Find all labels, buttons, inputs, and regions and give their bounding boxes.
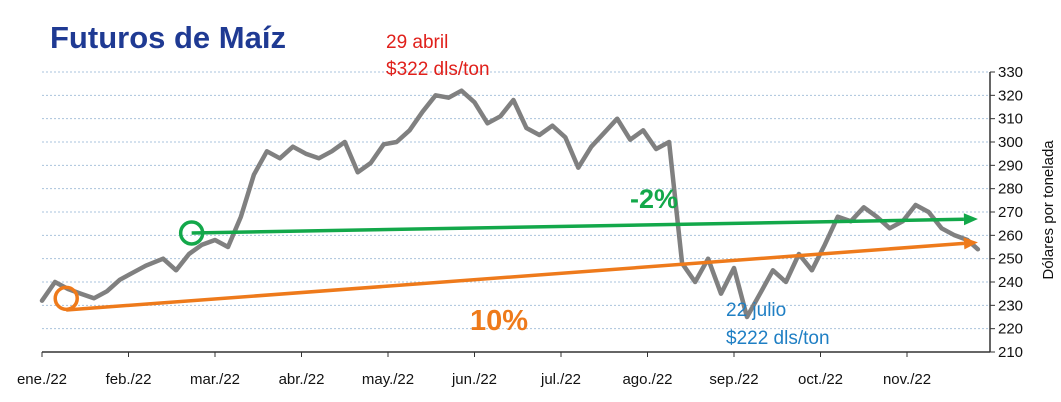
y-tick-label-240: 240 xyxy=(998,274,1023,291)
annotation-green-pct: -2% xyxy=(630,184,678,214)
x-tick-label-9: oct./22 xyxy=(798,371,843,388)
y-tick-label-320: 320 xyxy=(998,87,1023,104)
annotation-high-date: 29 abril xyxy=(386,32,448,53)
y-tick-label-210: 210 xyxy=(998,344,1023,361)
x-tick-label-2: mar./22 xyxy=(190,371,240,388)
x-tick-label-10: nov./22 xyxy=(883,371,931,388)
annotation-low-date: 22 julio xyxy=(726,300,786,321)
y-tick-label-310: 310 xyxy=(998,111,1023,128)
y-tick-label-280: 280 xyxy=(998,181,1023,198)
x-tick-label-3: abr./22 xyxy=(279,371,325,388)
annotation-orange-pct: 10% xyxy=(470,305,528,337)
x-tick-label-0: ene./22 xyxy=(17,371,67,388)
orange-arrowhead xyxy=(963,237,978,250)
green-arrowhead xyxy=(963,213,978,226)
trend-lines xyxy=(66,213,978,312)
markers xyxy=(53,220,205,312)
x-tick-label-8: sep./22 xyxy=(709,371,758,388)
y-tick-label-270: 270 xyxy=(998,204,1023,221)
price-series-line-0 xyxy=(39,88,981,320)
green-circle xyxy=(178,220,205,246)
y-tick-label-290: 290 xyxy=(998,157,1023,174)
x-tick-labels: ene./22 feb./22 mar./22 abr./22 may./22 jun./… xyxy=(17,352,931,388)
orange-circle xyxy=(53,285,79,312)
y-axis-label: Dólares por tonelada xyxy=(1040,140,1057,280)
y-tick-labels: 210 220 230 240 250 260 270 280 290 300 310 320 330 xyxy=(990,64,1023,361)
chart-title: Futuros de Maíz xyxy=(50,20,286,55)
green-trend-line xyxy=(191,217,964,235)
gridlines xyxy=(42,71,990,330)
orange-trend-line xyxy=(66,241,965,312)
x-tick-label-6: jul./22 xyxy=(540,371,581,388)
annotation-low-price: $222 dls/ton xyxy=(726,328,830,349)
annotation-high-price: $322 dls/ton xyxy=(386,59,490,80)
y-tick-label-250: 250 xyxy=(998,251,1023,268)
x-tick-label-5: jun./22 xyxy=(451,371,497,388)
x-tick-label-1: feb./22 xyxy=(106,371,152,388)
x-tick-label-4: may./22 xyxy=(362,371,414,388)
series-group xyxy=(39,88,981,320)
y-tick-label-330: 330 xyxy=(998,64,1023,81)
y-tick-label-220: 220 xyxy=(998,321,1023,338)
y-tick-label-300: 300 xyxy=(998,134,1023,151)
x-tick-label-7: ago./22 xyxy=(622,371,672,388)
y-tick-label-230: 230 xyxy=(998,297,1023,314)
y-tick-label-260: 260 xyxy=(998,227,1023,244)
